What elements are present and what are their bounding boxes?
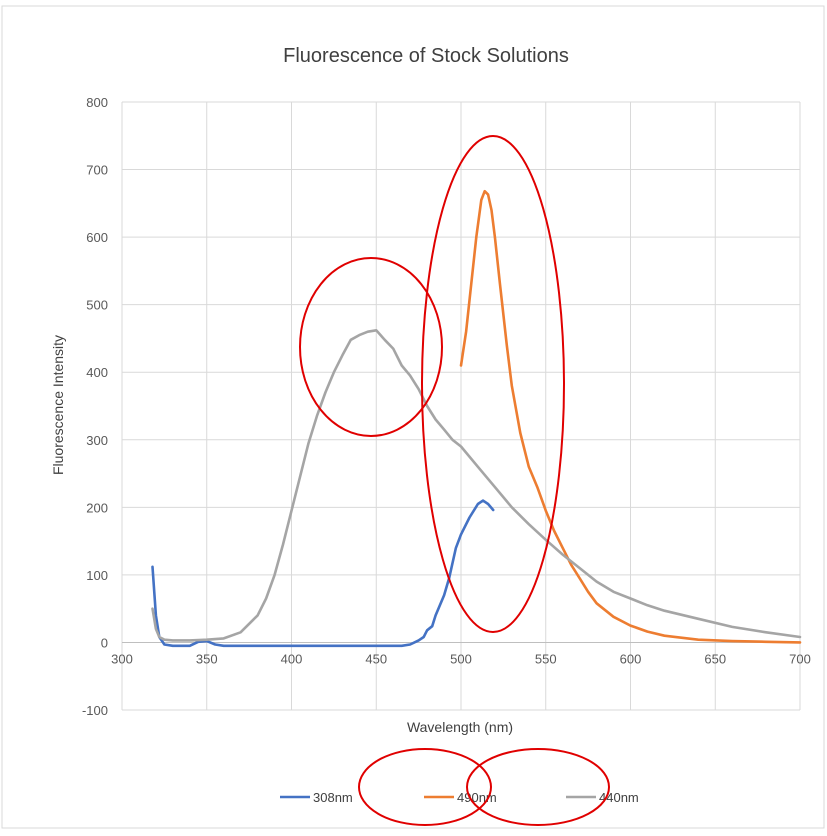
series-line-440nm [151, 328, 802, 642]
y-tick-label: 800 [86, 95, 108, 110]
y-tick-label: 200 [86, 500, 108, 515]
y-tick-label: 700 [86, 163, 108, 178]
y-tick-label: 300 [86, 433, 108, 448]
y-tick-label: 400 [86, 365, 108, 380]
y-tick-label: 600 [86, 230, 108, 245]
chart-title: Fluorescence of Stock Solutions [283, 45, 569, 67]
y-axis-title: Fluorescence Intensity [50, 335, 66, 475]
x-tick-label: 400 [281, 651, 303, 666]
annotation-ellipses [299, 135, 610, 826]
gridlines [121, 101, 801, 711]
highlight-ellipse [299, 257, 443, 437]
x-tick-label: 500 [450, 651, 472, 666]
highlight-ellipse [466, 748, 610, 826]
legend-label: 308nm [313, 790, 353, 805]
legend-label: 440nm [599, 790, 639, 805]
series-line-308nm [151, 499, 495, 648]
x-tick-label: 550 [535, 651, 557, 666]
x-axis-title: Wavelength (nm) [407, 719, 513, 735]
series-lines [151, 189, 802, 648]
series-line-490nm [459, 189, 802, 644]
y-tick-label: 0 [101, 635, 108, 650]
highlight-ellipse [421, 135, 565, 633]
x-tick-label: 350 [196, 651, 218, 666]
axes: 300 350 400 450 500 550 600 650 700 -100 0 100 200 30… [82, 95, 811, 718]
highlight-ellipse [358, 748, 492, 826]
x-tick-label: 700 [789, 651, 811, 666]
x-tick-label: 600 [620, 651, 642, 666]
x-tick-label: 450 [365, 651, 387, 666]
x-tick-label: 650 [704, 651, 726, 666]
x-tick-label: 300 [111, 651, 133, 666]
chart-border [1, 5, 825, 829]
y-tick-label: 100 [86, 568, 108, 583]
y-tick-label: -100 [82, 703, 108, 718]
y-tick-label: 500 [86, 298, 108, 313]
